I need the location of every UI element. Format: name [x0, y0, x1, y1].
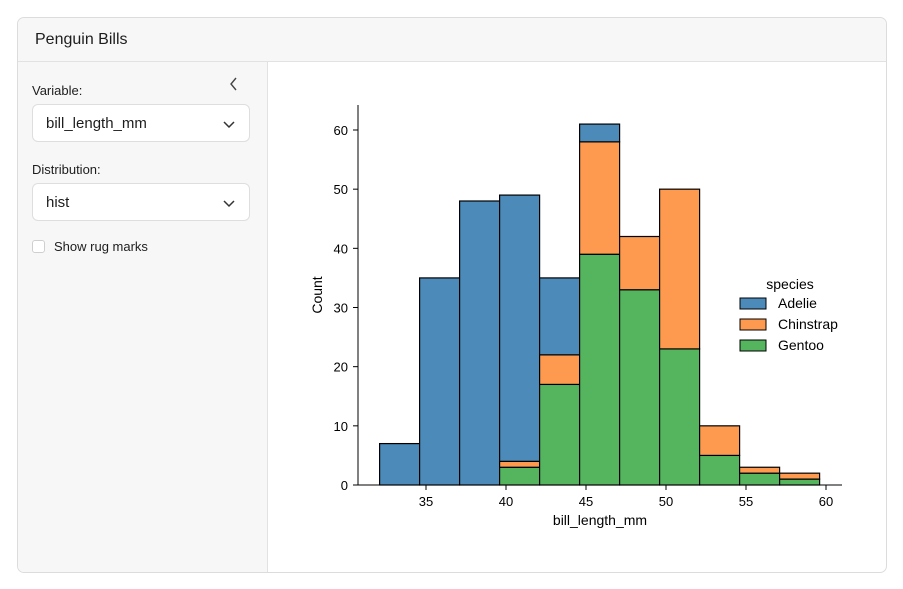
sidebar: Variable: bill_length_mm Distribution: h…	[18, 62, 268, 572]
distribution-label: Distribution:	[32, 162, 101, 177]
variable-select[interactable]: bill_length_mm	[32, 104, 250, 142]
variable-select-value: bill_length_mm	[46, 115, 147, 132]
page-title: Penguin Bills	[35, 31, 128, 48]
distribution-select[interactable]: hist	[32, 183, 250, 221]
rug-checkbox[interactable]	[32, 240, 45, 253]
rug-checkbox-label[interactable]: Show rug marks	[54, 239, 148, 254]
chevron-left-icon[interactable]	[228, 76, 240, 97]
chevron-down-icon	[223, 196, 235, 214]
chevron-down-icon	[223, 117, 235, 135]
variable-label: Variable:	[32, 83, 83, 98]
header: Penguin Bills	[18, 18, 886, 62]
app-card: Penguin Bills Variable: bill_length_mm D…	[17, 17, 887, 573]
distribution-select-value: hist	[46, 194, 70, 211]
